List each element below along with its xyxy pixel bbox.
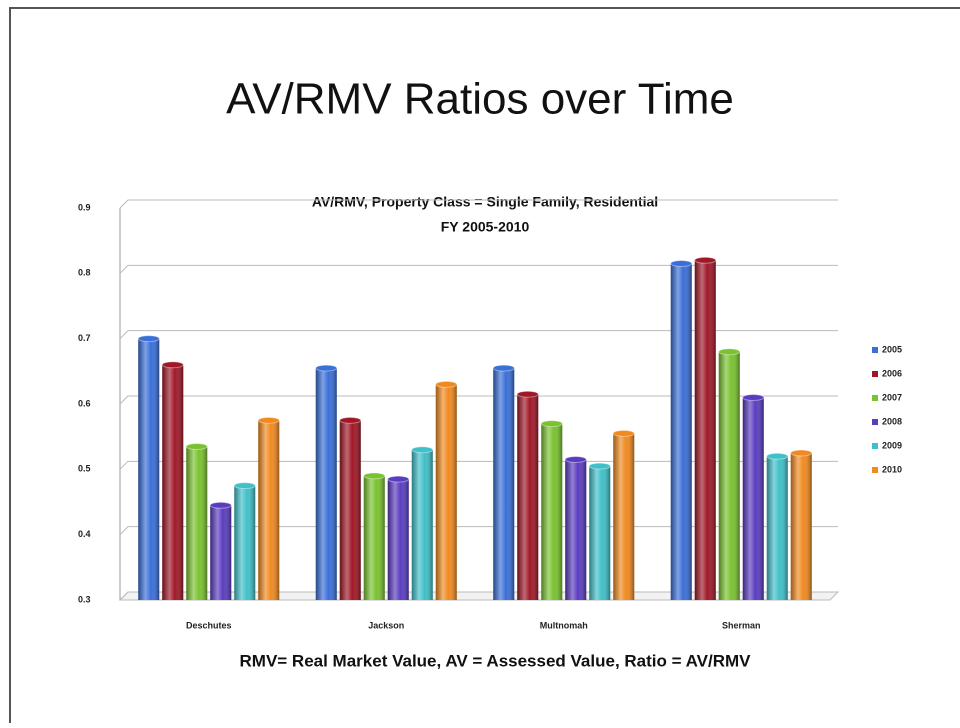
bar-top [588, 462, 611, 470]
bar-top [137, 335, 160, 343]
bar-shade [315, 368, 337, 600]
slide-border [9, 7, 960, 723]
bar-shade [589, 466, 611, 600]
bar-top [790, 449, 813, 457]
bar-top [233, 482, 256, 490]
bar-top [363, 472, 386, 480]
bar-top [516, 390, 539, 398]
bar-shade [387, 479, 409, 600]
bar-top [185, 442, 208, 450]
y-tick-label: 0.3 [78, 594, 91, 604]
bar-top [257, 416, 280, 424]
bar-top [766, 452, 789, 460]
bar-shade [493, 368, 515, 600]
x-tick-label: Sherman [722, 620, 761, 630]
slide-title: AV/RMV Ratios over Time [226, 75, 734, 124]
bar-shade [234, 485, 256, 600]
x-tick-label: Deschutes [186, 620, 232, 630]
bar-top [742, 393, 765, 401]
y-tick-label: 0.8 [78, 268, 91, 278]
bar-shade [210, 505, 232, 600]
legend-label: 2008 [882, 416, 902, 426]
chart-subtitle: FY 2005-2010 [441, 219, 530, 235]
bar-shade [742, 397, 764, 600]
grid-line [119, 199, 838, 209]
y-tick-label: 0.7 [78, 333, 91, 343]
bar-top [612, 429, 635, 437]
bar-top [670, 260, 693, 268]
legend-label: 2007 [882, 392, 902, 402]
legend-swatch [872, 419, 878, 425]
bar-shade [541, 423, 563, 600]
bar-shade [670, 263, 692, 600]
bar-shade [565, 459, 587, 600]
bar-shade [435, 384, 457, 600]
bar-top [694, 256, 717, 264]
bar-top [209, 501, 232, 509]
legend-label: 2010 [882, 464, 902, 474]
grid-line [119, 330, 838, 340]
bar-shade [613, 433, 635, 600]
legend-swatch [872, 467, 878, 473]
bar-top [540, 420, 563, 428]
grid-line [119, 264, 838, 274]
legend-label: 2005 [882, 344, 902, 354]
bar-top [161, 361, 184, 369]
legend-swatch [872, 347, 878, 353]
bar-shade [718, 351, 740, 600]
bar-top [387, 475, 410, 483]
bar-shade [766, 456, 788, 600]
footnote: RMV= Real Market Value, AV = Assessed Va… [240, 651, 752, 670]
legend-swatch [872, 443, 878, 449]
y-tick-label: 0.9 [78, 202, 91, 212]
x-tick-label: Jackson [368, 620, 404, 630]
bar-shade [162, 364, 184, 600]
legend-swatch [872, 395, 878, 401]
bar-shade [694, 260, 716, 600]
bar-top [718, 348, 741, 356]
bar-shade [790, 453, 812, 600]
bar-shade [517, 394, 539, 600]
legend-swatch [872, 371, 878, 377]
plot-area: 0.3 0.4 0.5 0.6 0.7 0.8 0.9 Deschutes Jackson Mul… [78, 199, 902, 630]
legend-label: 2009 [882, 440, 902, 450]
chart-title: AV/RMV, Property Class = Single Family, … [312, 194, 658, 210]
bar-top [315, 364, 338, 372]
bar-top [492, 364, 515, 372]
bar-top [564, 456, 587, 464]
bar-top [411, 446, 434, 454]
bar-top [339, 416, 362, 424]
bar-shade [411, 449, 433, 600]
bar-shade [258, 420, 280, 600]
y-tick-label: 0.6 [78, 398, 91, 408]
bar-shade [186, 446, 208, 600]
grid-line [119, 460, 838, 470]
y-tick-label: 0.4 [78, 529, 91, 539]
y-tick-label: 0.5 [78, 464, 91, 474]
grid-line [119, 395, 838, 405]
x-tick-label: Multnomah [540, 620, 588, 630]
bar-shade [339, 420, 361, 600]
bar-top [435, 380, 458, 388]
bar-shade [363, 475, 385, 600]
legend-label: 2006 [882, 368, 902, 378]
bar-shade [138, 338, 160, 600]
